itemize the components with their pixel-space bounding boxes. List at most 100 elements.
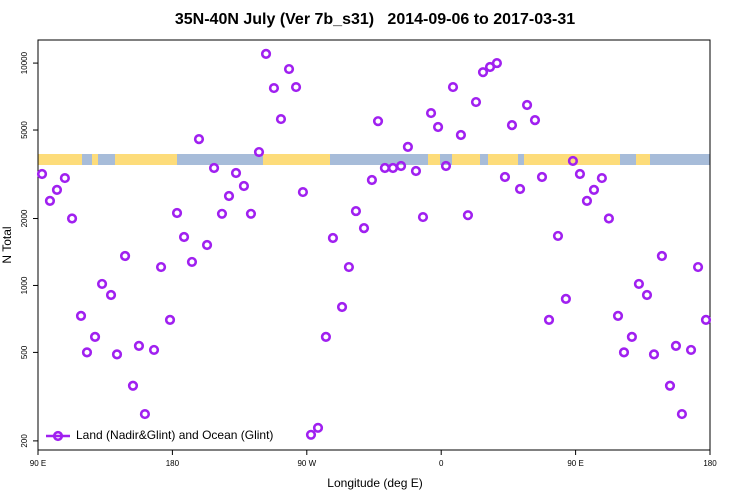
point [51, 184, 63, 195]
point [327, 232, 339, 244]
point [641, 289, 653, 301]
x-tick-label: 0 [439, 459, 444, 468]
y-tick-label: 10000 [20, 51, 29, 74]
point [59, 172, 70, 184]
x-tick-label: 180 [703, 459, 717, 468]
point [560, 293, 571, 305]
x-tick-label: 90 E [30, 459, 46, 468]
point [105, 289, 117, 301]
point [133, 340, 145, 351]
point [245, 208, 257, 219]
point [283, 63, 295, 75]
point [305, 429, 317, 440]
point [648, 349, 660, 360]
point [111, 349, 123, 360]
point [410, 165, 422, 177]
point [425, 107, 437, 119]
x-tick-label: 90 E [567, 459, 583, 468]
point [692, 261, 704, 273]
point [618, 347, 630, 358]
point [387, 162, 399, 174]
point [603, 213, 615, 224]
point [633, 278, 645, 290]
point [164, 314, 176, 326]
point [447, 81, 459, 93]
point [477, 67, 489, 78]
point [178, 231, 190, 243]
point [81, 347, 93, 358]
legend-marker [52, 430, 64, 442]
point [343, 261, 355, 273]
point [350, 205, 362, 217]
point [358, 223, 370, 234]
point [275, 113, 287, 125]
point [75, 310, 87, 321]
point [626, 331, 637, 343]
point [193, 134, 205, 145]
legend-label: Land (Nadir&Glint) and Ocean (Glint) [76, 428, 273, 442]
point [155, 261, 167, 273]
point [656, 250, 668, 262]
plot-frame [37, 39, 711, 451]
point [588, 184, 600, 195]
x-tick-label: 90 W [297, 459, 316, 468]
y-tick-label: 500 [20, 345, 29, 359]
point [529, 115, 541, 126]
x-tick-label: 180 [166, 459, 180, 468]
point [320, 331, 332, 343]
point [186, 256, 198, 268]
x-axis-label: Longitude (deg E) [327, 476, 422, 490]
point [514, 183, 526, 195]
point [552, 230, 564, 242]
point [670, 340, 682, 351]
point [253, 146, 265, 158]
y-axis-label: N Total [0, 226, 14, 263]
point [96, 278, 108, 290]
point [455, 129, 467, 141]
point [66, 213, 78, 224]
point [290, 81, 302, 93]
point [506, 120, 518, 131]
point [612, 310, 624, 321]
point [432, 121, 444, 133]
point [470, 96, 482, 108]
y-tick-label: 1000 [20, 276, 29, 294]
point [664, 380, 676, 391]
point [208, 162, 220, 174]
chart-title: 35N-40N July (Ver 7b_s31) 2014-09-06 to … [175, 11, 575, 28]
point [171, 207, 183, 219]
point [685, 344, 697, 356]
point [260, 48, 272, 59]
y-tick-label: 200 [20, 434, 29, 448]
point [395, 160, 407, 172]
point [89, 331, 101, 343]
point [36, 168, 48, 180]
point [119, 250, 131, 262]
point [379, 162, 391, 174]
point [499, 171, 511, 183]
point [581, 195, 593, 207]
land-ocean-strip [38, 154, 710, 165]
point [230, 167, 242, 179]
point [238, 180, 250, 192]
point [536, 171, 548, 183]
point [440, 160, 452, 172]
point [139, 408, 151, 420]
point [596, 172, 607, 184]
point [201, 239, 213, 251]
point [223, 190, 235, 202]
point [127, 380, 139, 391]
point [567, 155, 579, 167]
point [372, 116, 384, 127]
y-tick-label: 5000 [20, 121, 29, 139]
point [297, 186, 309, 198]
point [676, 408, 688, 420]
point [574, 168, 586, 180]
point [366, 174, 378, 186]
point [462, 210, 474, 221]
y-tick-label: 2000 [20, 209, 29, 227]
point [521, 99, 533, 111]
point [44, 195, 56, 207]
point [312, 422, 324, 433]
point [402, 141, 413, 152]
